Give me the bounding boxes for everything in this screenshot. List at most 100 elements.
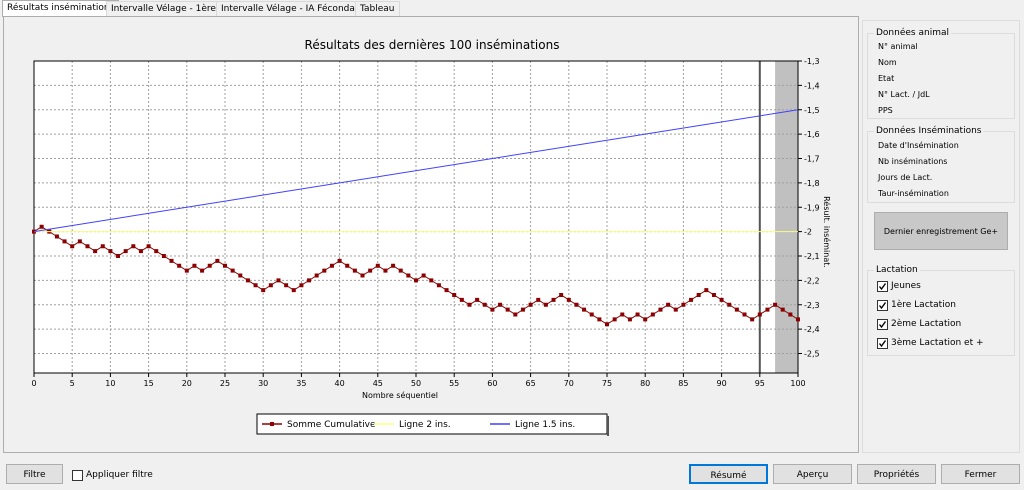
data-point — [635, 312, 640, 317]
data-point — [77, 239, 82, 244]
data-point — [627, 317, 632, 322]
data-point — [765, 307, 770, 312]
series-line — [33, 109, 799, 233]
checkbox[interactable] — [877, 300, 888, 311]
y-tick-label: -1,9 — [804, 203, 820, 212]
data-point — [146, 244, 151, 249]
data-point — [215, 258, 220, 263]
button[interactable]: Aperçu — [773, 464, 852, 484]
y-tick-label: -2,2 — [804, 276, 820, 285]
x-tick-label: 45 — [373, 379, 383, 388]
data-point — [467, 302, 472, 307]
x-tick-label: 0 — [31, 379, 36, 388]
tab[interactable]: Résultats inséminations — [2, 0, 120, 17]
data-point — [322, 268, 327, 273]
data-point — [536, 297, 541, 302]
field-label: PPS — [878, 106, 893, 115]
data-point — [696, 293, 701, 297]
check-glyph — [878, 283, 887, 291]
data-point — [711, 293, 716, 297]
y-axis-label: Résult. inséminat. — [822, 196, 832, 268]
data-point — [314, 273, 319, 278]
y-tick-label: -1,5 — [804, 106, 820, 115]
data-point — [299, 283, 304, 288]
check-glyph — [878, 340, 887, 348]
data-point — [742, 312, 747, 317]
data-point — [123, 249, 128, 254]
data-point — [490, 307, 495, 312]
data-point — [223, 263, 227, 268]
x-tick-label: 30 — [258, 379, 268, 388]
button[interactable]: Propriétés — [857, 464, 936, 484]
data-point — [368, 268, 373, 273]
data-point — [643, 317, 648, 322]
data-point — [131, 244, 136, 249]
data-point — [161, 254, 166, 258]
data-point — [689, 297, 694, 302]
data-point — [138, 249, 143, 254]
legend-marker — [270, 422, 274, 426]
field-label: Taur-insémination — [878, 189, 949, 198]
checkbox-label: 3ème Lactation et + — [891, 338, 984, 348]
data-point — [383, 268, 388, 273]
data-point — [734, 307, 739, 312]
checkbox[interactable] — [877, 319, 888, 330]
x-tick-label: 20 — [182, 379, 192, 388]
checkbox[interactable] — [877, 338, 888, 349]
data-point — [253, 283, 258, 288]
checkbox[interactable] — [877, 281, 888, 292]
button[interactable]: Fermer — [941, 464, 1020, 484]
legend-label: Ligne 1.5 ins. — [515, 420, 575, 430]
data-point — [291, 288, 296, 293]
data-point — [184, 268, 189, 273]
chart-title: Résultats des dernières 100 insémination… — [305, 38, 560, 52]
group-animal: Données animal N° animal Nom Etat N° Lac… — [867, 28, 1015, 119]
data-point — [505, 307, 510, 312]
data-point — [543, 302, 548, 307]
data-point — [177, 263, 182, 268]
data-point — [414, 278, 418, 283]
data-point — [230, 268, 235, 273]
tab[interactable]: Tableau — [355, 1, 400, 16]
x-tick-label: 40 — [335, 379, 345, 388]
data-point — [169, 258, 174, 263]
tab[interactable]: Intervalle Vélage - 1ère IA — [106, 1, 233, 16]
x-tick-label: 55 — [449, 379, 459, 388]
data-point — [192, 263, 197, 268]
data-point — [559, 293, 564, 297]
x-tick-label: 25 — [220, 379, 230, 388]
checkbox-label: Jeunes — [891, 281, 921, 291]
data-point — [727, 302, 732, 307]
y-tick-label: -2,5 — [804, 350, 820, 359]
data-point — [62, 239, 67, 244]
x-tick-label: 90 — [717, 379, 727, 388]
tab[interactable]: Intervalle Vélage - IA Fécondante — [216, 1, 375, 16]
data-point — [750, 317, 755, 322]
data-point — [658, 307, 663, 312]
data-point — [245, 278, 250, 283]
data-point — [681, 302, 686, 307]
data-point — [398, 268, 403, 273]
plot-border — [33, 60, 799, 374]
x-tick-label: 5 — [70, 379, 75, 388]
data-point — [482, 302, 487, 307]
data-point — [589, 312, 594, 317]
data-point — [329, 263, 334, 268]
data-point — [597, 317, 602, 322]
field-label: Jours de Lact. — [878, 173, 933, 182]
y-tick-label: -2 — [804, 228, 812, 237]
button[interactable]: Résumé — [689, 464, 768, 484]
x-tick-label: 70 — [564, 379, 574, 388]
data-point — [719, 297, 724, 302]
data-point — [780, 307, 785, 312]
chart: Résultats des dernières 100 insémination… — [31, 38, 832, 436]
button[interactable]: Dernier enregistrement Ge+ — [874, 212, 1008, 250]
data-point — [773, 302, 778, 307]
data-point — [54, 234, 59, 239]
button[interactable]: Filtre — [6, 464, 63, 484]
data-point — [666, 302, 671, 307]
field-label: Nom — [878, 58, 897, 67]
x-tick-label: 35 — [296, 379, 306, 388]
checkbox[interactable] — [72, 470, 83, 481]
data-point — [391, 263, 396, 268]
